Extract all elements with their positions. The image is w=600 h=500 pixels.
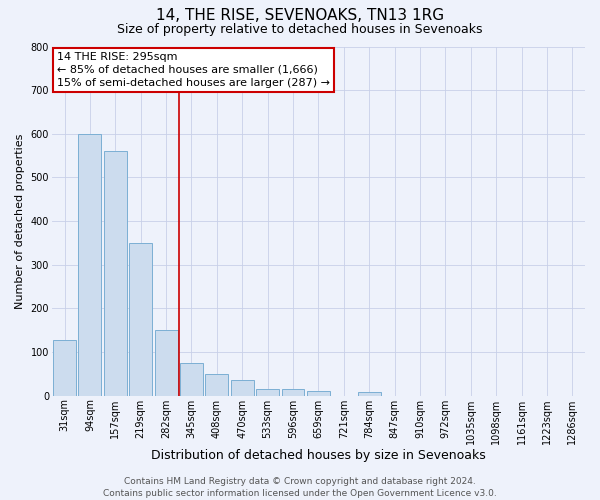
X-axis label: Distribution of detached houses by size in Sevenoaks: Distribution of detached houses by size … bbox=[151, 450, 486, 462]
Bar bbox=[104, 152, 127, 396]
Bar bbox=[205, 374, 228, 396]
Y-axis label: Number of detached properties: Number of detached properties bbox=[15, 134, 25, 309]
Text: 14 THE RISE: 295sqm
← 85% of detached houses are smaller (1,666)
15% of semi-det: 14 THE RISE: 295sqm ← 85% of detached ho… bbox=[57, 52, 330, 88]
Bar bbox=[256, 389, 279, 396]
Bar bbox=[129, 243, 152, 396]
Bar bbox=[79, 134, 101, 396]
Bar bbox=[180, 363, 203, 396]
Bar bbox=[155, 330, 178, 396]
Text: Contains HM Land Registry data © Crown copyright and database right 2024.
Contai: Contains HM Land Registry data © Crown c… bbox=[103, 476, 497, 498]
Bar bbox=[231, 380, 254, 396]
Bar bbox=[281, 389, 304, 396]
Text: Size of property relative to detached houses in Sevenoaks: Size of property relative to detached ho… bbox=[117, 22, 483, 36]
Bar bbox=[307, 392, 330, 396]
Text: 14, THE RISE, SEVENOAKS, TN13 1RG: 14, THE RISE, SEVENOAKS, TN13 1RG bbox=[156, 8, 444, 22]
Bar bbox=[53, 340, 76, 396]
Bar bbox=[358, 392, 380, 396]
